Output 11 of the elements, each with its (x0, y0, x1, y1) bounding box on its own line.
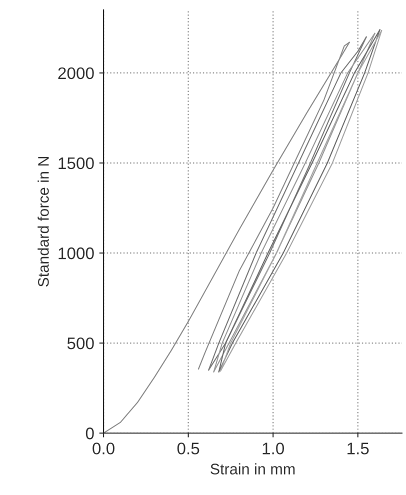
y-axis-title: Standard force in N (38, 156, 49, 287)
x-tick-label: 1.5 (348, 442, 369, 454)
y-tick-label: 0 (86, 428, 94, 440)
y-tick-label: 1000 (58, 247, 94, 260)
y-tick-label: 2000 (58, 67, 94, 80)
x-tick-label: 0.5 (177, 442, 200, 454)
x-tick-label: 1.0 (262, 442, 284, 454)
x-tick-label: 0.0 (92, 442, 114, 454)
x-axis-title: Strain in mm (210, 463, 295, 474)
y-tick-label: 500 (67, 337, 94, 350)
y-tick-label: 1500 (58, 157, 94, 170)
